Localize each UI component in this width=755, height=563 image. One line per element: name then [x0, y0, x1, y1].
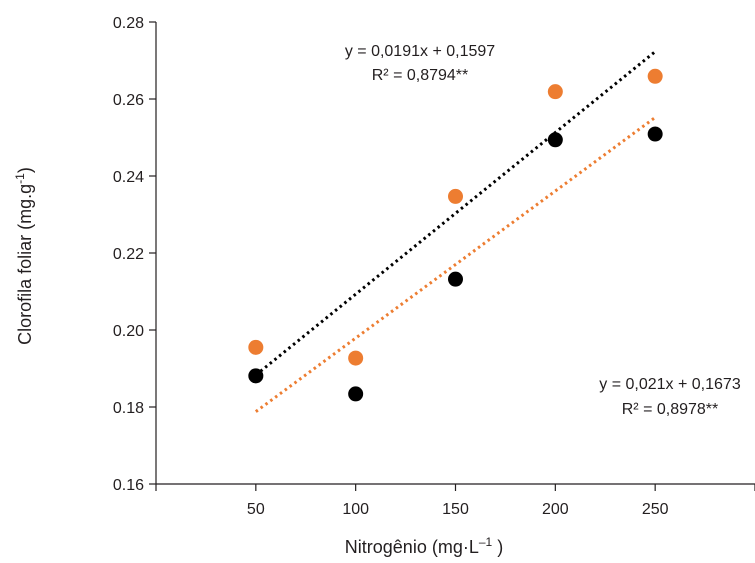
x-tick-label: 250: [642, 501, 669, 518]
orange-data-point: [547, 84, 563, 100]
black-data-point: [547, 132, 563, 148]
y-tick-label: 0.16: [113, 477, 144, 494]
orange-data-point: [348, 350, 364, 366]
x-axis-title: Nitrogênio (mg·L–1 ): [345, 535, 503, 557]
y-axis-title-sup: -1: [13, 173, 27, 184]
x-tick-label: 200: [542, 501, 569, 518]
y-axis-title-main: Clorofila foliar (mg.g: [15, 184, 35, 345]
y-axis-title: Clorofila foliar (mg.g-1): [13, 167, 35, 345]
x-ticks: 50 100 150 200 250: [155, 484, 755, 518]
y-tick-label: 0.22: [113, 246, 144, 263]
x-axis-title-main: Nitrogênio (mg·L: [345, 537, 479, 557]
y-tick-label: 0.20: [113, 323, 144, 340]
y-axis-title-end: ): [15, 167, 35, 173]
orange-data-point: [248, 339, 264, 355]
orange-data-point: [448, 188, 463, 204]
points: [248, 68, 663, 402]
x-tick-label: 150: [442, 501, 469, 518]
black-data-point: [448, 271, 463, 287]
black-trendline: [254, 50, 657, 377]
y-ticks: 0.16 0.18 0.20 0.22 0.24 0.26 0.28: [113, 15, 156, 494]
orange-trendline: [254, 116, 657, 413]
black-data-point: [248, 368, 264, 384]
black-data-point: [647, 126, 663, 142]
y-tick-label: 0.28: [113, 15, 144, 32]
orange-data-point: [647, 68, 663, 84]
x-tick-label: 100: [342, 501, 369, 518]
black-data-point: [348, 386, 364, 402]
x-axis-title-end: ): [492, 537, 503, 557]
black-trendline-equation: y = 0,021x + 0,1673: [599, 376, 741, 393]
x-tick-label: 50: [247, 501, 265, 518]
x-axis-title-sup: –1: [479, 535, 493, 549]
orange-trendline-r2: R² = 0,8794**: [372, 67, 469, 84]
black-trendline-r2: R² = 0,8978**: [622, 401, 719, 418]
y-tick-label: 0.24: [113, 169, 144, 186]
y-tick-label: 0.18: [113, 400, 144, 417]
orange-trendline-equation: y = 0,0191x + 0,1597: [345, 43, 495, 60]
y-tick-label: 0.26: [113, 92, 144, 109]
trendlines: [254, 50, 657, 413]
